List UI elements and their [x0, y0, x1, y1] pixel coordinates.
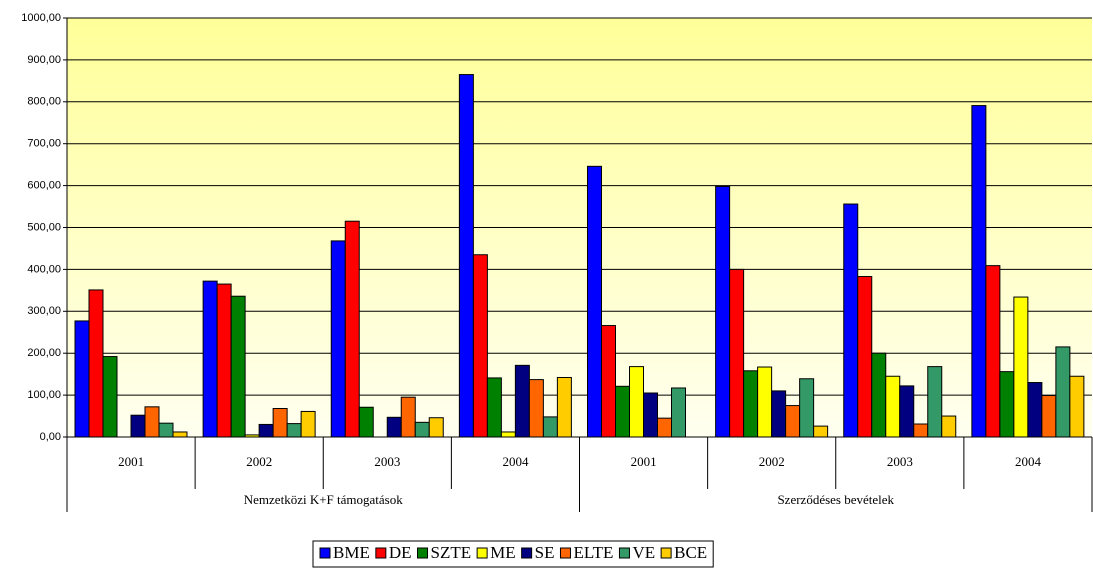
- bar: [486, 377, 502, 438]
- bar: [272, 408, 288, 438]
- bar: [144, 406, 160, 438]
- legend-swatch: [417, 547, 429, 559]
- bar: [785, 405, 801, 438]
- legend-label: BCE: [674, 543, 707, 562]
- y-tick-label: 900,00: [27, 54, 61, 66]
- bar: [601, 325, 616, 438]
- bar: [971, 105, 987, 438]
- y-tick-label: 400,00: [27, 263, 61, 275]
- category-group-label: Nemzetközi K+F támogatások: [244, 492, 403, 507]
- x-tick-label: 2002: [759, 454, 785, 469]
- bar: [729, 268, 745, 438]
- y-tick-label: 800,00: [27, 96, 61, 108]
- bar: [999, 371, 1015, 438]
- x-tick-label: 2001: [631, 454, 657, 469]
- category-group-label: Szerződéses bevételek: [777, 492, 894, 507]
- x-tick-label: 2004: [502, 454, 529, 469]
- legend-label: ELTE: [573, 543, 613, 562]
- y-tick-label: 500,00: [27, 221, 61, 233]
- bar: [428, 417, 444, 438]
- bar: [216, 283, 232, 438]
- bar: [386, 416, 402, 438]
- y-tick-label: 700,00: [27, 138, 61, 150]
- legend-swatch: [476, 547, 488, 559]
- bar: [913, 423, 929, 438]
- bar: [358, 406, 374, 438]
- bar: [102, 356, 118, 438]
- bar: [927, 366, 943, 438]
- bar: [172, 431, 188, 438]
- bar: [542, 416, 558, 438]
- bar: [743, 370, 759, 438]
- bar: [1055, 346, 1071, 438]
- bar: [899, 385, 915, 438]
- bar: [587, 165, 602, 438]
- bar: [843, 203, 859, 438]
- legend-label: DE: [389, 543, 412, 562]
- bar: [74, 320, 90, 438]
- bar: [158, 422, 174, 438]
- bar: [857, 276, 873, 438]
- bar: [1027, 382, 1043, 438]
- bar: [771, 390, 787, 438]
- bar: [941, 415, 957, 438]
- x-tick-label: 2003: [887, 454, 913, 469]
- bar: [715, 185, 731, 438]
- bar: [400, 396, 416, 438]
- y-tick-label: 1000,00: [21, 12, 61, 24]
- bar: [472, 254, 488, 438]
- bar: [500, 431, 516, 438]
- bar: [556, 377, 572, 438]
- legend-swatch: [559, 547, 571, 559]
- bar: [528, 379, 544, 438]
- bar: [1041, 395, 1057, 438]
- bar: [985, 265, 1001, 438]
- bar: [458, 74, 474, 438]
- legend-swatch: [319, 547, 331, 559]
- legend-label: SE: [535, 543, 555, 562]
- legend-label: BME: [333, 543, 370, 562]
- legend-label: ME: [490, 543, 516, 562]
- bar: [629, 366, 644, 438]
- legend-label: SZTE: [431, 543, 472, 562]
- legend-label: VE: [632, 543, 655, 562]
- legend-swatch: [521, 547, 533, 559]
- legend-swatch: [660, 547, 672, 559]
- bar: [657, 417, 672, 438]
- bar: [286, 423, 302, 438]
- y-tick-label: 0,00: [40, 431, 61, 443]
- bar: [258, 423, 274, 438]
- bar: [643, 392, 658, 438]
- legend-swatch: [375, 547, 387, 559]
- y-tick-label: 100,00: [27, 389, 61, 401]
- bar: [330, 240, 346, 438]
- y-tick-label: 200,00: [27, 347, 61, 359]
- bar: [130, 414, 146, 438]
- x-tick-label: 2001: [118, 454, 144, 469]
- bar: [344, 220, 360, 438]
- bar: [88, 289, 104, 438]
- bar: [799, 378, 815, 438]
- bar: [871, 352, 887, 438]
- bar: [300, 410, 316, 438]
- bar: [1069, 375, 1085, 438]
- bar: [230, 295, 246, 438]
- bar: [514, 364, 530, 438]
- bar: [202, 280, 218, 438]
- x-tick-label: 2004: [1015, 454, 1042, 469]
- bar: [671, 387, 686, 438]
- bar: [414, 421, 430, 438]
- bar: [813, 425, 829, 438]
- y-tick-label: 300,00: [27, 305, 61, 317]
- legend-swatch: [618, 547, 630, 559]
- bar: [757, 366, 773, 438]
- bar: [615, 385, 630, 438]
- bar: [885, 375, 901, 438]
- bar: [1013, 296, 1029, 438]
- x-tick-label: 2003: [374, 454, 400, 469]
- x-tick-label: 2002: [246, 454, 272, 469]
- y-tick-label: 600,00: [27, 180, 61, 192]
